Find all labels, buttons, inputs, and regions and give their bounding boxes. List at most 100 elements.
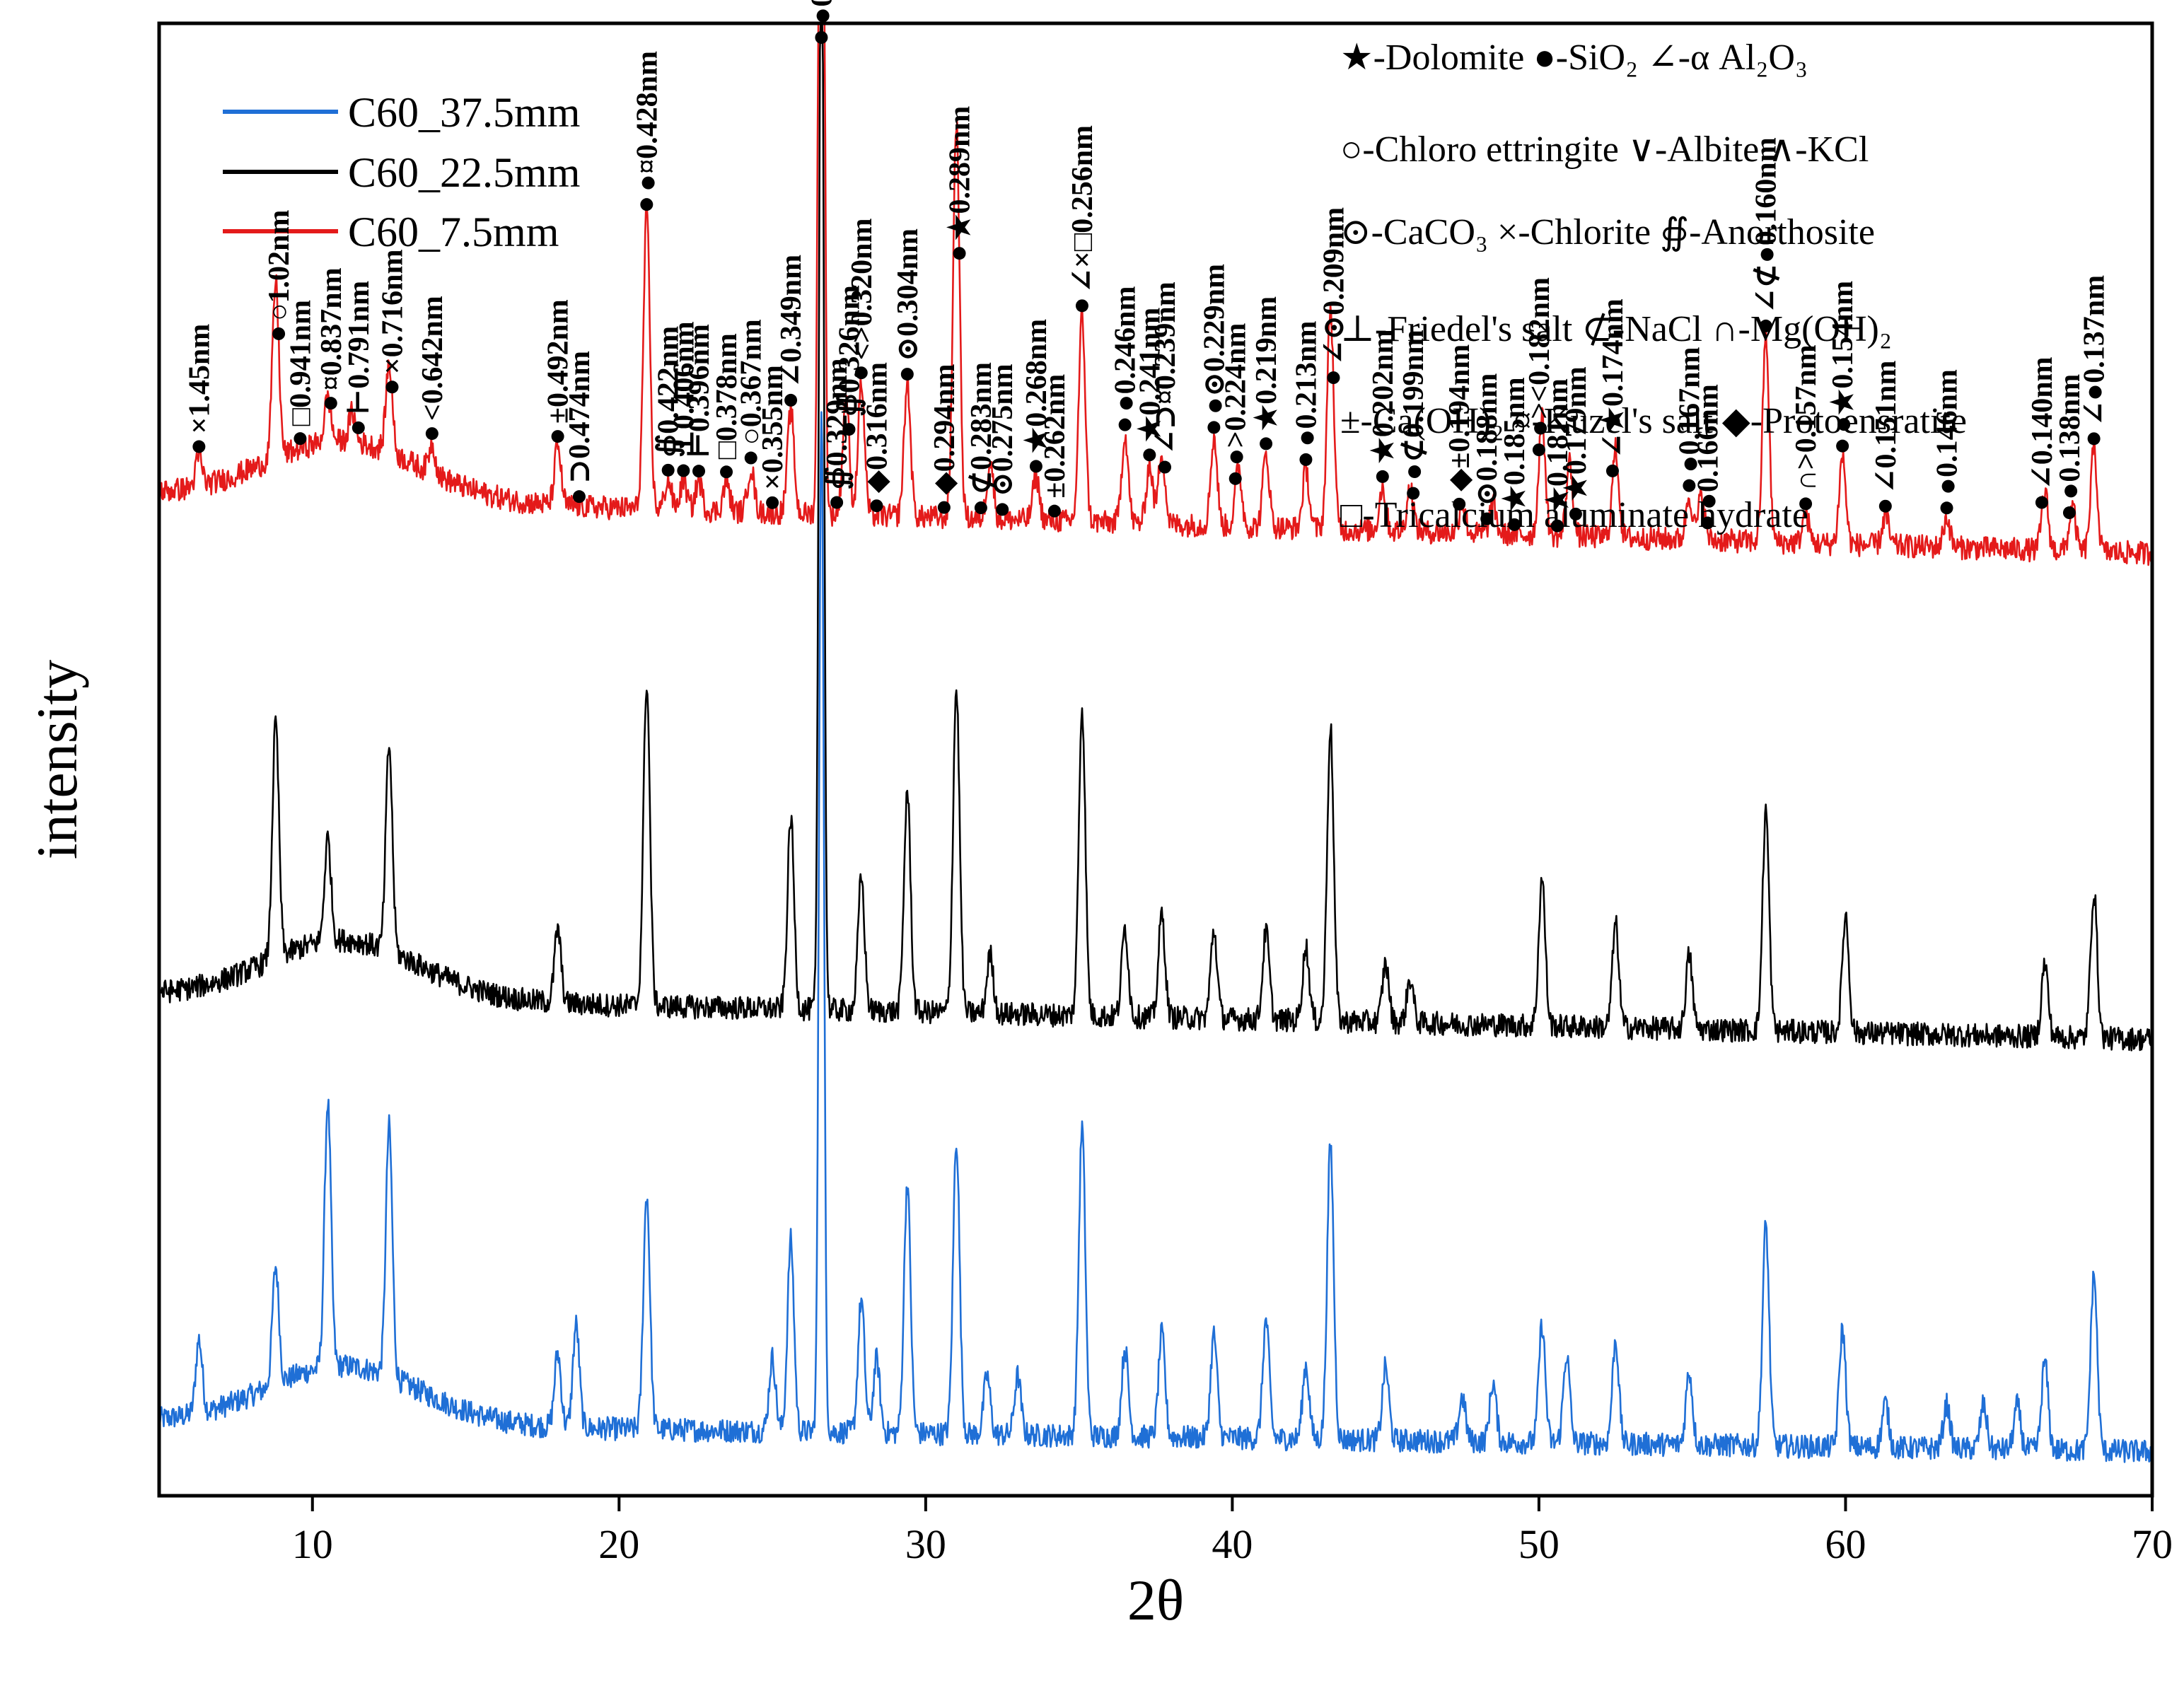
x-tick-label-0: 10 [292,1521,333,1567]
peak-label-8: ⊃0.474nm [564,351,596,484]
series-layer [158,22,2154,1463]
peak-label-29: ∠×□0.256nm [1067,125,1099,293]
peak-label-19: ∯0.326nm [834,285,866,417]
peak-marker-28 [1047,504,1061,518]
peak-marker-35 [1260,437,1273,450]
peak-label-10: ∯0.422nm [653,326,685,458]
peak-label-42: ★0.185nm [1499,377,1531,512]
phase-key-line-5: ±-Ca(OH)₂ ¤-Kuzel's salt ◆-Protoensratit… [1340,401,1967,441]
peak-marker-24 [953,247,966,260]
x-tick-label-5: 60 [1825,1521,1866,1567]
peak-label-38: ★0.202nm [1367,329,1400,464]
peak-label-1: ○1.02nm [263,210,296,321]
legend: C60_37.5mm C60_22.5mm C60_7.5mm [223,89,580,255]
peak-marker-44 [1550,519,1564,533]
peak-marker-27 [1029,460,1042,473]
peak-marker-31 [1143,448,1156,462]
peak-marker-50 [1799,497,1813,511]
peak-marker-20 [854,366,868,380]
peak-label-49: ∠⊄●0.160nm [1750,137,1783,313]
phase-key-line-2: ○-Chloro ettringite ∨-Albite ∧-KCl [1340,129,1869,170]
peak-label-31: ★0.241nm [1134,308,1166,443]
peak-marker-4 [352,421,365,434]
peak-marker-23 [937,501,951,514]
peak-marker-11 [677,464,690,477]
legend-label-series-2: C60_22.5mm [348,149,580,196]
plot-frame [157,21,2154,1498]
peak-label-27: ★0.268nm [1021,319,1053,454]
peak-marker-5 [385,380,399,394]
peak-label-18: ∯0.329nm [821,359,854,490]
peak-label-56: ∠●0.137nm [2079,275,2111,426]
x-tick-label-6: 70 [2132,1521,2173,1567]
peak-label-20: <>0.320nm [846,218,878,360]
peak-label-22: ⊙0.304nm [892,228,924,361]
peak-label-41: ⊙0.188nm [1471,373,1504,506]
peak-marker-8 [572,490,586,504]
peak-label-21: ◆0.316nm [861,362,894,493]
peak-marker-45 [1569,507,1582,521]
peak-marker-14 [744,451,757,465]
peak-label-43: ●><0.182nm [1523,277,1556,437]
peak-marker-54 [2035,496,2048,509]
peak-marker-40 [1453,497,1466,511]
peak-marker-56 [2087,432,2101,446]
peak-marker-7 [551,430,564,443]
peak-marker-52 [1878,499,1892,513]
peak-marker-25 [974,501,987,515]
peak-label-26: ⊙0.275nm [987,364,1019,496]
peak-marker-21 [870,499,883,513]
phase-key-line-1: ★-Dolomite ●-SiO₂ ∠-α Al₂O₃ [1340,37,1808,78]
peak-marker-15 [766,496,779,509]
peak-label-47: ●0.167nm [1673,347,1706,472]
x-axis-title: 2θ [1127,1568,1184,1632]
peak-label-2: □0.941nm [284,300,317,426]
x-tick-layer: 10 20 30 40 50 60 70 [292,1496,2173,1567]
peak-marker-34 [1228,472,1242,485]
x-tick-label-2: 30 [905,1521,946,1567]
peak-label-3: ¤0.837nm [315,267,348,390]
phase-key: ★-Dolomite ●-SiO₂ ∠-α Al₂O₃ ○-Chloro ett… [1340,37,1967,535]
peak-label-46: ∠★0.174nm [1597,298,1630,458]
peak-marker-16 [784,393,798,407]
peak-label-28: ±0.262nm [1039,374,1071,499]
peak-label-layer: ×1.45nm○1.02nm□0.941nm¤0.837nm⊢0.791nm ×0… [183,0,2110,513]
peak-marker-26 [996,503,1009,516]
peak-label-24: ★0.289nm [944,106,977,241]
peak-marker-47 [1683,479,1696,492]
peak-marker-46 [1605,464,1619,477]
x-tick-label-1: 20 [598,1521,639,1567]
peak-label-6: <0.642nm [417,296,449,421]
peak-label-40: ◆±0.194nm [1444,344,1476,492]
peak-label-55: ●0.138nm [2054,374,2086,500]
phase-key-line-6: □-Tricalcium aluminate hydrate [1340,495,1808,535]
peak-marker-41 [1480,512,1494,525]
peak-label-44: ★0.181nm [1542,378,1574,513]
series-line-1 [158,411,2154,1463]
peak-label-35: ★0.219nm [1250,296,1283,431]
peak-marker-1 [272,327,286,340]
peak-label-51: ●★0.154nm [1827,281,1859,434]
peak-marker-32 [1158,460,1172,474]
peak-label-50: ∩>0.157nm [1790,344,1823,491]
peak-label-14: ○0.367nm [736,319,768,445]
peak-marker-6 [425,427,438,441]
peak-marker-49 [1759,319,1772,332]
peak-marker-55 [2062,506,2076,520]
peak-marker-39 [1407,487,1420,500]
phase-key-line-4: ⊥-Friedel's salt ⊄-NaCl ∩-Mg(OH)₂ [1340,309,1892,349]
peak-label-0: ×1.45nm [183,324,216,434]
peak-marker-2 [294,432,307,446]
peak-label-5: ×0.716nm [377,250,410,375]
peak-marker-0 [192,440,206,453]
peak-label-54: ∠0.140nm [2026,356,2059,489]
peak-label-16: ∠0.349nm [775,255,808,388]
series-line-2 [158,22,2154,1052]
peak-marker-17 [815,31,828,44]
peak-marker-37 [1327,371,1340,385]
peak-label-53: ●0.146nm [1932,369,1964,495]
peak-label-25: ⊄0.283nm [965,362,998,495]
peak-marker-42 [1508,518,1521,531]
peak-label-48: ●0.166nm [1692,384,1724,510]
x-tick-label-4: 50 [1518,1521,1559,1567]
